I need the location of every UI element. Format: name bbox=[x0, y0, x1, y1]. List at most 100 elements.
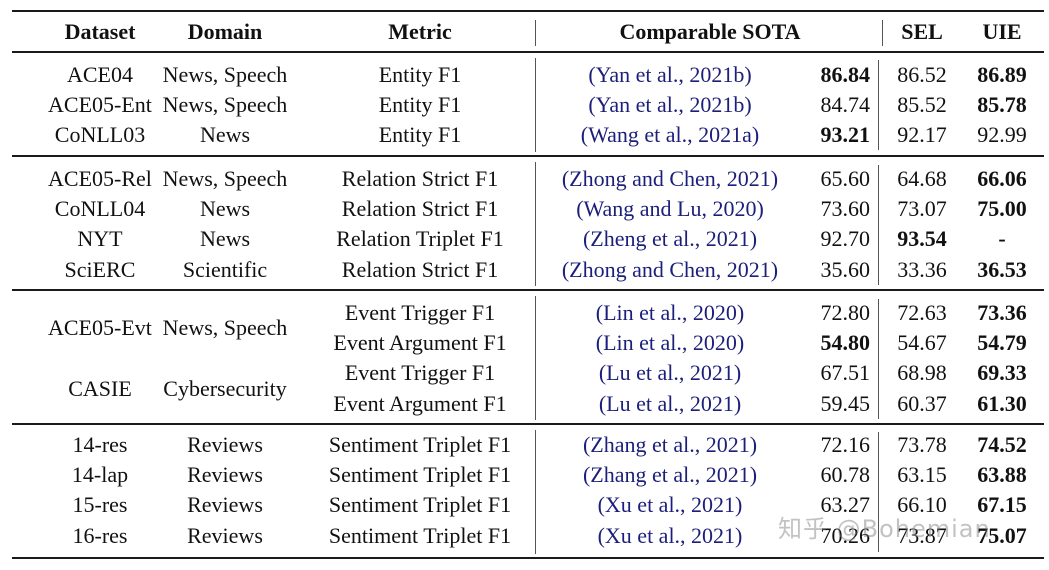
vline-sel-left-header bbox=[882, 20, 884, 46]
cell-cite[interactable]: (Xu et al., 2021) bbox=[597, 492, 743, 518]
cell-sel: 85.52 bbox=[897, 92, 947, 118]
cell-metric: Relation Strict F1 bbox=[341, 196, 499, 222]
vline-sel-left-g1 bbox=[878, 60, 880, 150]
group-rule-event bbox=[12, 423, 1044, 425]
cell-sel: 72.63 bbox=[897, 300, 947, 325]
cell-domain: Reviews bbox=[187, 522, 263, 548]
cell-domain: News, Speech bbox=[162, 92, 288, 118]
watermark: 知乎 @Bohemian bbox=[778, 515, 991, 543]
cell-metric: Relation Triplet F1 bbox=[336, 226, 504, 252]
cell-sota: 86.84 bbox=[820, 62, 871, 87]
header-metric: Metric bbox=[388, 19, 452, 44]
cell-uie: 86.89 bbox=[977, 62, 1027, 87]
cell-cite[interactable]: (Lin et al., 2020) bbox=[595, 330, 745, 356]
cell-sel: 86.52 bbox=[897, 62, 947, 87]
cell-metric: Relation Strict F1 bbox=[341, 166, 499, 191]
cell-cite[interactable]: (Zheng et al., 2021) bbox=[582, 226, 758, 252]
cell-sota: 72.80 bbox=[820, 300, 871, 325]
merged-cell-dataset: CASIE bbox=[68, 375, 132, 401]
cell-domain: Reviews bbox=[187, 492, 263, 518]
cell-sel: 92.17 bbox=[897, 122, 947, 148]
cell-cite[interactable]: (Lu et al., 2021) bbox=[598, 390, 742, 416]
cell-uie: 75.07 bbox=[977, 522, 1027, 548]
cell-cite[interactable]: (Yan et al., 2021b) bbox=[588, 62, 752, 87]
cell-uie: 74.52 bbox=[977, 432, 1027, 457]
vline-sota-left-g2 bbox=[535, 162, 537, 286]
cell-metric: Event Argument F1 bbox=[333, 390, 507, 416]
cell-metric: Entity F1 bbox=[378, 92, 462, 118]
cell-dataset: SciERC bbox=[64, 256, 136, 282]
cell-sota: 60.78 bbox=[820, 462, 871, 488]
cell-metric: Entity F1 bbox=[378, 122, 462, 148]
cell-uie: 63.88 bbox=[977, 462, 1027, 488]
cell-sel: 73.78 bbox=[897, 432, 947, 457]
cell-sel: 73.87 bbox=[897, 522, 947, 548]
cell-uie: - bbox=[998, 226, 1006, 252]
header-dataset: Dataset bbox=[64, 19, 136, 44]
merged-cell-domain: Cybersecurity bbox=[163, 375, 287, 401]
cell-domain: News, Speech bbox=[162, 166, 288, 191]
cell-dataset: CoNLL03 bbox=[54, 122, 146, 148]
cell-cite[interactable]: (Yan et al., 2021b) bbox=[588, 92, 752, 118]
cell-sel: 66.10 bbox=[897, 492, 947, 518]
header-rule bbox=[12, 51, 1044, 53]
cell-sota: 67.51 bbox=[820, 360, 871, 386]
group-rule-entity bbox=[12, 155, 1044, 157]
cell-uie: 69.33 bbox=[977, 360, 1027, 386]
cell-dataset: 16-res bbox=[72, 522, 128, 548]
cell-metric: Event Trigger F1 bbox=[344, 300, 496, 325]
cell-sota: 73.60 bbox=[820, 196, 871, 222]
cell-domain: News bbox=[199, 122, 251, 148]
cell-dataset: 14-lap bbox=[71, 462, 129, 488]
vline-sota-left-header bbox=[535, 20, 537, 46]
cell-cite[interactable]: (Zhang et al., 2021) bbox=[582, 462, 758, 488]
cell-sota: 72.16 bbox=[820, 432, 871, 457]
cell-dataset: ACE04 bbox=[67, 62, 133, 87]
cell-metric: Event Argument F1 bbox=[333, 330, 507, 356]
vline-sota-left-g4 bbox=[535, 430, 537, 554]
cell-cite[interactable]: (Lin et al., 2020) bbox=[595, 300, 745, 325]
cell-sel: 68.98 bbox=[897, 360, 947, 386]
cell-cite[interactable]: (Zhang et al., 2021) bbox=[582, 432, 758, 457]
cell-sota: 92.70 bbox=[820, 226, 871, 252]
cell-metric: Event Trigger F1 bbox=[344, 360, 496, 386]
cell-cite[interactable]: (Xu et al., 2021) bbox=[597, 522, 743, 548]
cell-domain: News bbox=[199, 226, 251, 252]
cell-metric: Sentiment Triplet F1 bbox=[328, 492, 512, 518]
cell-uie: 66.06 bbox=[977, 166, 1027, 191]
cell-metric: Sentiment Triplet F1 bbox=[328, 432, 512, 457]
header-sel: SEL bbox=[901, 19, 943, 44]
cell-domain: News, Speech bbox=[162, 62, 288, 87]
vline-sota-left-g3 bbox=[535, 296, 537, 420]
cell-uie: 54.79 bbox=[977, 330, 1027, 356]
cell-dataset: CoNLL04 bbox=[54, 196, 146, 222]
cell-uie: 92.99 bbox=[977, 122, 1027, 148]
top-rule bbox=[12, 10, 1044, 12]
cell-cite[interactable]: (Zhong and Chen, 2021) bbox=[561, 166, 779, 191]
cell-domain: Reviews bbox=[187, 462, 263, 488]
cell-cite[interactable]: (Wang and Lu, 2020) bbox=[576, 196, 764, 222]
cell-dataset: ACE05-Ent bbox=[48, 92, 152, 118]
cell-sota: 70.26 bbox=[820, 522, 871, 548]
merged-cell-domain: News, Speech bbox=[162, 315, 288, 341]
cell-sel: 60.37 bbox=[897, 390, 947, 416]
cell-uie: 75.00 bbox=[977, 196, 1027, 222]
vline-sel-left-g2 bbox=[878, 165, 880, 285]
cell-uie: 61.30 bbox=[977, 390, 1027, 416]
cell-sel: 33.36 bbox=[897, 256, 947, 282]
cell-sota: 65.60 bbox=[820, 166, 871, 191]
cell-sel: 63.15 bbox=[897, 462, 947, 488]
cell-cite[interactable]: (Lu et al., 2021) bbox=[598, 360, 742, 386]
cell-sel: 64.68 bbox=[897, 166, 947, 191]
cell-cite[interactable]: (Wang et al., 2021a) bbox=[580, 122, 760, 148]
cell-dataset: ACE05-Rel bbox=[48, 166, 152, 191]
merged-cell-dataset: ACE05-Evt bbox=[48, 315, 152, 341]
cell-metric: Sentiment Triplet F1 bbox=[328, 522, 512, 548]
cell-cite[interactable]: (Zhong and Chen, 2021) bbox=[561, 256, 779, 282]
cell-domain: News bbox=[199, 196, 251, 222]
cell-metric: Relation Strict F1 bbox=[341, 256, 499, 282]
cell-dataset: 15-res bbox=[72, 492, 128, 518]
vline-sel-left-g3 bbox=[878, 299, 880, 419]
cell-metric: Sentiment Triplet F1 bbox=[328, 462, 512, 488]
header-domain: Domain bbox=[187, 19, 263, 44]
